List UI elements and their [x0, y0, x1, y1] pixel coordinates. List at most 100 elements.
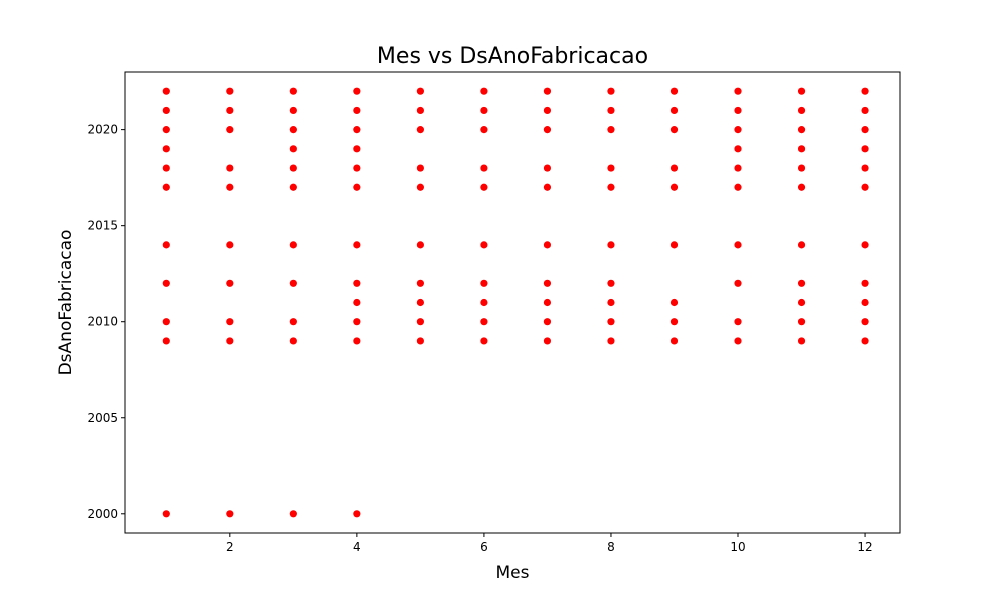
data-point — [607, 298, 615, 307]
data-point — [861, 87, 869, 95]
data-point — [670, 126, 679, 134]
data-point — [289, 106, 297, 115]
data-point — [162, 183, 170, 191]
data-point — [734, 183, 742, 191]
y-tick-label: 2020 — [87, 123, 118, 137]
data-point — [734, 337, 742, 345]
data-point — [416, 279, 424, 287]
data-point — [861, 337, 869, 345]
plot-frame — [124, 71, 901, 534]
data-point — [162, 337, 170, 345]
x-tick-label: 12 — [857, 540, 872, 554]
data-point — [226, 318, 234, 326]
data-point — [797, 87, 806, 95]
data-point — [289, 510, 297, 518]
data-point — [162, 164, 170, 172]
data-point — [226, 126, 234, 134]
data-point — [226, 164, 234, 172]
data-point — [353, 337, 361, 345]
data-point — [162, 279, 170, 287]
y-axis-ticks: 2000 2005 2010 2015 2020 — [87, 123, 125, 521]
data-point — [353, 279, 361, 287]
data-point — [543, 126, 552, 134]
data-point — [226, 106, 234, 115]
y-tick-label: 2015 — [87, 219, 118, 233]
data-point — [289, 279, 297, 287]
data-point — [416, 318, 424, 326]
data-point — [734, 318, 742, 326]
data-point — [607, 337, 615, 345]
data-point — [353, 106, 361, 115]
data-point — [734, 164, 742, 172]
data-point — [353, 126, 361, 134]
data-point — [289, 164, 297, 172]
data-point — [670, 298, 679, 307]
data-point — [670, 183, 679, 191]
data-point — [162, 145, 170, 153]
data-point — [162, 510, 170, 518]
data-point — [670, 164, 679, 172]
data-point — [416, 87, 424, 95]
data-point — [797, 126, 806, 134]
data-point — [797, 145, 806, 153]
y-tick-label: 2005 — [87, 411, 118, 425]
data-point — [670, 106, 679, 115]
data-point — [543, 87, 552, 95]
data-point — [861, 298, 869, 307]
data-point — [734, 145, 742, 153]
data-point — [480, 164, 488, 172]
data-point — [543, 318, 552, 326]
data-point — [416, 164, 424, 172]
data-point — [480, 87, 488, 95]
data-point — [353, 164, 361, 172]
data-point — [670, 241, 679, 249]
data-point — [416, 106, 424, 115]
data-point — [797, 298, 806, 307]
data-point — [480, 126, 488, 134]
x-tick-label: 8 — [607, 540, 615, 554]
data-point — [543, 337, 552, 345]
data-point — [416, 126, 424, 134]
data-point — [861, 318, 869, 326]
data-point — [289, 87, 297, 95]
data-point — [861, 183, 869, 191]
x-axis-label: Mes — [496, 563, 530, 583]
data-point — [670, 87, 679, 95]
x-tick-label: 10 — [730, 540, 745, 554]
data-point — [416, 298, 424, 307]
data-point — [226, 87, 234, 95]
data-point — [607, 126, 615, 134]
data-point — [416, 337, 424, 345]
data-point — [480, 279, 488, 287]
data-point — [607, 241, 615, 249]
data-point — [797, 318, 806, 326]
x-tick-label: 4 — [353, 540, 361, 554]
data-point — [797, 106, 806, 115]
y-axis-label: DsAnoFabricacao — [56, 230, 76, 376]
data-point — [734, 241, 742, 249]
data-point — [353, 298, 361, 307]
data-point — [226, 183, 234, 191]
data-point — [797, 164, 806, 172]
data-point — [480, 241, 488, 249]
points-layer — [162, 87, 869, 518]
data-point — [353, 145, 361, 153]
data-point — [353, 87, 361, 95]
data-point — [416, 183, 424, 191]
data-point — [480, 298, 488, 307]
data-point — [480, 337, 488, 345]
data-point — [734, 106, 742, 115]
x-tick-label: 6 — [480, 540, 488, 554]
data-point — [797, 241, 806, 249]
data-point — [162, 241, 170, 249]
data-point — [353, 510, 361, 518]
data-point — [607, 87, 615, 95]
data-point — [670, 337, 679, 345]
x-axis-ticks: 2 4 6 8 10 12 — [226, 533, 873, 554]
data-point — [416, 241, 424, 249]
data-point — [543, 298, 552, 307]
data-point — [480, 318, 488, 326]
data-point — [289, 241, 297, 249]
data-point — [162, 318, 170, 326]
